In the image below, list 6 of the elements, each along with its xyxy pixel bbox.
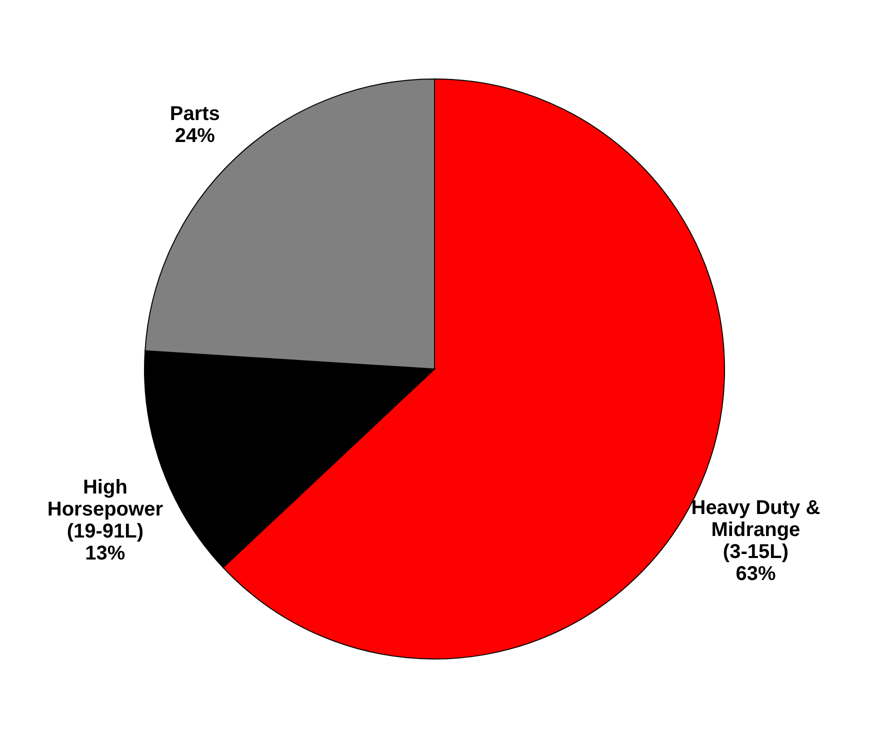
data-label: 63% bbox=[736, 563, 776, 585]
slice-label: High Horsepower (19-91L) bbox=[47, 476, 164, 543]
slice-label: Heavy Duty & Midrange (3-15L) bbox=[691, 497, 820, 563]
data-label: 13% bbox=[85, 542, 126, 565]
slice-label: Parts bbox=[170, 102, 220, 125]
data-label: 24% bbox=[174, 124, 216, 147]
